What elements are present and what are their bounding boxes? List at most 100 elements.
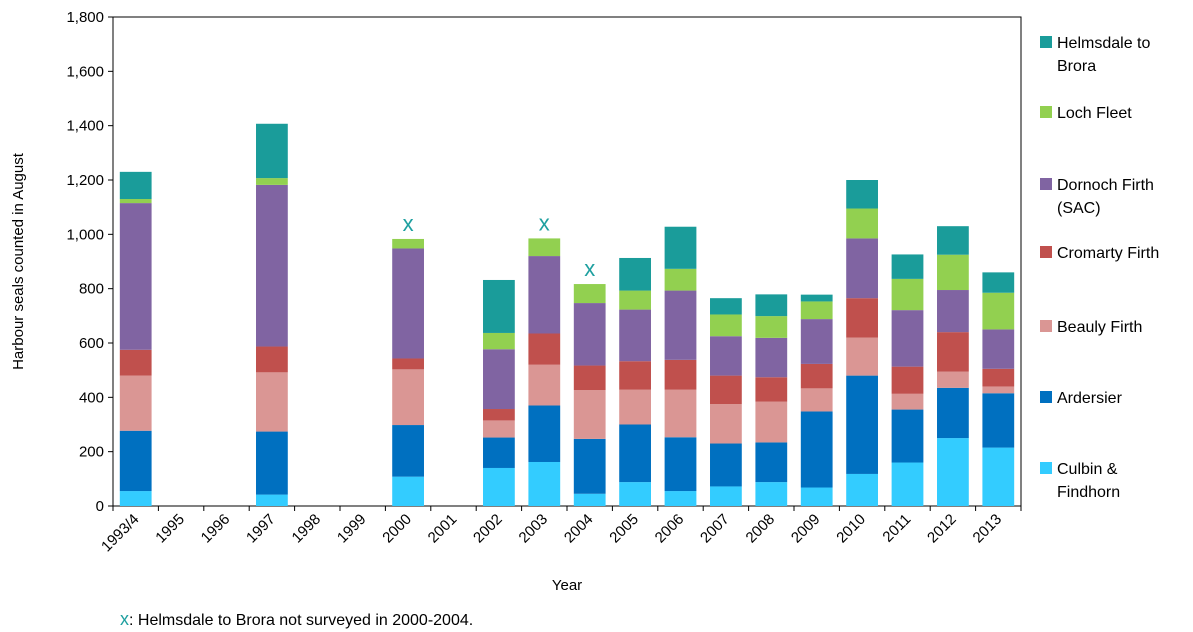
bar-segment xyxy=(982,272,1015,293)
x-tick-label: 2004 xyxy=(561,511,597,547)
x-tick-label: 2006 xyxy=(652,511,688,547)
bar-segment xyxy=(664,268,697,291)
x-tick-label: 2012 xyxy=(924,511,960,547)
bar-segment xyxy=(528,461,561,506)
bar-segment xyxy=(483,420,515,438)
y-tick-label: 1,000 xyxy=(66,226,104,243)
bar-segment xyxy=(119,203,152,350)
x-tick-label: 2011 xyxy=(879,511,914,546)
legend-swatch xyxy=(1040,178,1052,190)
bar-segment xyxy=(483,349,515,410)
bar-segment xyxy=(891,409,924,463)
bar-segment xyxy=(528,238,561,257)
bar-segment xyxy=(392,238,424,249)
not-surveyed-marker: x xyxy=(584,256,595,281)
bar-segment xyxy=(710,404,742,444)
bar-segment xyxy=(528,333,561,365)
bar-segment xyxy=(710,443,742,487)
bar-segment xyxy=(573,493,606,506)
bar-segment xyxy=(891,254,924,279)
bar-segment xyxy=(937,387,969,439)
legend-label: Dornoch Firth xyxy=(1057,177,1154,194)
legend-swatch xyxy=(1040,36,1052,48)
bar-segment xyxy=(710,375,742,405)
bar-segment xyxy=(619,389,651,425)
bar-segment xyxy=(891,462,924,506)
x-tick-label: 1998 xyxy=(289,511,325,547)
bar-segment xyxy=(846,298,878,338)
bar-segment xyxy=(800,388,833,412)
bar-segment xyxy=(755,294,788,317)
bar-segment xyxy=(800,294,833,302)
legend-label: Helmsdale to xyxy=(1057,35,1150,52)
bar-segment xyxy=(119,430,152,492)
legend-label: Cromarty Firth xyxy=(1057,245,1159,262)
bar-segment xyxy=(846,208,878,239)
bar-segment xyxy=(937,226,969,255)
bar-segment xyxy=(392,358,424,370)
bar-segment xyxy=(392,248,424,359)
x-tick-label: 2003 xyxy=(516,511,552,547)
bar-segment xyxy=(800,487,833,506)
bar-segment xyxy=(891,393,924,410)
bar-segment xyxy=(982,292,1015,330)
bar-segment xyxy=(937,290,969,333)
bar-segment xyxy=(664,491,697,506)
not-surveyed-marker: x xyxy=(539,210,550,235)
bar-segment xyxy=(800,319,833,364)
bar-segment xyxy=(846,337,878,376)
bar-segment xyxy=(256,431,288,495)
bar-segment xyxy=(619,424,651,483)
not-surveyed-marker-symbol: x xyxy=(120,609,129,629)
bar-segment xyxy=(573,389,606,439)
bar-segment xyxy=(664,226,697,269)
x-tick-label: 1997 xyxy=(243,511,279,547)
bar-segment xyxy=(982,368,1015,387)
bar-segment xyxy=(800,411,833,488)
bar-segment xyxy=(755,316,788,338)
bar-segment xyxy=(982,447,1015,506)
bar-segment xyxy=(937,332,969,372)
bar-segment xyxy=(256,494,288,506)
x-tick-label: 2008 xyxy=(743,511,779,547)
bar-segment xyxy=(755,401,788,443)
bar-segment xyxy=(891,310,924,367)
bar-segment xyxy=(755,482,788,506)
bar-segment xyxy=(755,377,788,402)
bar-segment xyxy=(573,303,606,366)
bar-segment xyxy=(619,361,651,390)
y-tick-label: 600 xyxy=(79,335,104,352)
y-tick-label: 800 xyxy=(79,281,104,298)
y-tick-label: 1,800 xyxy=(66,9,104,26)
bar-segment xyxy=(119,171,152,200)
x-tick-label: 1995 xyxy=(152,511,188,547)
bar-segment xyxy=(710,298,742,315)
y-tick-label: 1,400 xyxy=(66,118,104,135)
bar-segment xyxy=(483,467,515,506)
bar-segment xyxy=(119,199,152,204)
legend-swatch xyxy=(1040,462,1052,474)
bar-segment xyxy=(664,437,697,492)
legend-label: Loch Fleet xyxy=(1057,105,1132,122)
legend-label: Culbin & xyxy=(1057,461,1118,478)
bar-segment xyxy=(256,346,288,373)
bar-segment xyxy=(256,123,288,179)
bar-segment xyxy=(664,359,697,390)
bar-segment xyxy=(755,442,788,483)
bar-segment xyxy=(392,369,424,426)
x-tick-label: 2001 xyxy=(425,511,461,547)
not-surveyed-marker: x xyxy=(403,211,414,236)
bar-segment xyxy=(982,393,1015,448)
bar-segment xyxy=(937,254,969,291)
bar-segment xyxy=(937,438,969,506)
legend-label: Beauly Firth xyxy=(1057,319,1142,336)
legend-swatch xyxy=(1040,391,1052,403)
y-tick-label: 200 xyxy=(79,444,104,461)
x-tick-label: 2007 xyxy=(697,511,733,547)
bar-segment xyxy=(573,438,606,494)
y-axis-title: Harbour seals counted in August xyxy=(10,152,27,370)
bar-segment xyxy=(483,437,515,468)
legend-swatch xyxy=(1040,320,1052,332)
bar-segment xyxy=(573,284,606,304)
